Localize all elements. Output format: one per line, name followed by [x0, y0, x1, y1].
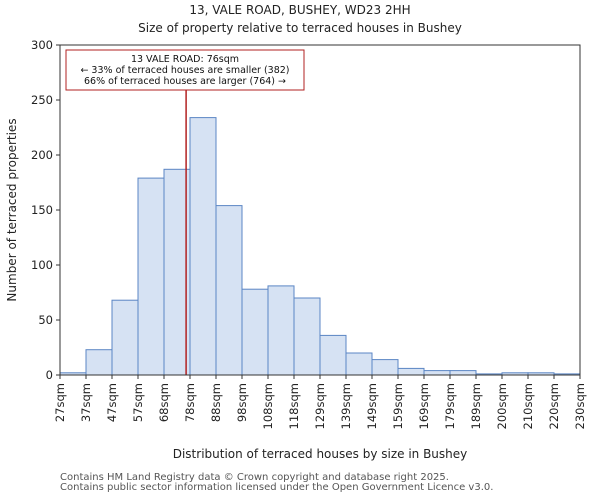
bar-88sqm [215, 205, 243, 376]
x-tick-label: 88sqm [209, 383, 223, 422]
y-tick-label: 200 [31, 148, 53, 162]
x-tick-label: 159sqm [391, 383, 405, 429]
bars-group [59, 117, 581, 376]
bar-149sqm [371, 359, 399, 376]
axes-group: 0 50 100 150 200 250 300 27sqm 37sqm 47sqm 57sqm 68… [31, 38, 587, 429]
bar-129sqm [319, 334, 347, 376]
bar-47sqm [111, 299, 139, 376]
bar-169sqm [423, 370, 451, 376]
y-tick-label: 300 [31, 38, 53, 52]
x-tick-label: 118sqm [287, 383, 301, 429]
x-tick-label: 98sqm [235, 383, 249, 422]
bar-179sqm [449, 370, 477, 376]
footer-line-2: Contains public sector information licen… [60, 482, 494, 493]
bar-108sqm [267, 285, 295, 376]
x-tick-label: 27sqm [53, 383, 67, 422]
footer-line-1: Contains HM Land Registry data © Crown c… [60, 472, 449, 483]
x-tick-label: 57sqm [131, 383, 145, 422]
x-tick-label: 139sqm [339, 383, 353, 429]
x-tick-label: 200sqm [495, 383, 509, 429]
annotation-smaller: ← 33% of terraced houses are smaller (38… [80, 65, 289, 76]
x-tick-label: 78sqm [183, 383, 197, 422]
bar-57sqm [137, 177, 165, 376]
x-tick-label: 179sqm [443, 383, 457, 429]
bar-37sqm [85, 349, 113, 376]
annotation-group: 13 VALE ROAD: 76sqm ← 33% of terraced ho… [65, 49, 305, 91]
bar-139sqm [345, 352, 373, 376]
chart-title-address: 13, VALE ROAD, BUSHEY, WD23 2HH [189, 3, 411, 17]
bar-78sqm [189, 117, 217, 376]
bar-98sqm [241, 288, 269, 376]
x-tick-label: 149sqm [365, 383, 379, 429]
x-tick-label: 210sqm [521, 383, 535, 429]
x-tick-label: 37sqm [79, 383, 93, 422]
y-tick-label: 100 [31, 258, 53, 272]
y-tick-label: 50 [38, 313, 53, 327]
x-tick-label: 169sqm [417, 383, 431, 429]
bar-159sqm [397, 367, 425, 376]
annotation-title: 13 VALE ROAD: 76sqm [131, 54, 239, 65]
x-tick-label: 129sqm [313, 383, 327, 429]
y-tick-label: 150 [31, 203, 53, 217]
x-tick-label: 189sqm [469, 383, 483, 429]
x-tick-label: 220sqm [547, 383, 561, 429]
annotation-larger: 66% of terraced houses are larger (764) … [84, 76, 286, 87]
x-tick-label: 108sqm [261, 383, 275, 429]
y-tick-label: 0 [46, 368, 53, 382]
x-tick-label: 68sqm [157, 383, 171, 422]
y-tick-label: 250 [31, 93, 53, 107]
y-axis-title: Number of terraced properties [5, 118, 19, 301]
annotation-box [65, 49, 305, 91]
x-tick-label: 230sqm [573, 383, 587, 429]
chart-title: Size of property relative to terraced ho… [138, 21, 462, 35]
x-axis-title: Distribution of terraced houses by size … [173, 447, 468, 461]
x-tick-label: 47sqm [105, 383, 119, 422]
bar-118sqm [293, 297, 321, 376]
